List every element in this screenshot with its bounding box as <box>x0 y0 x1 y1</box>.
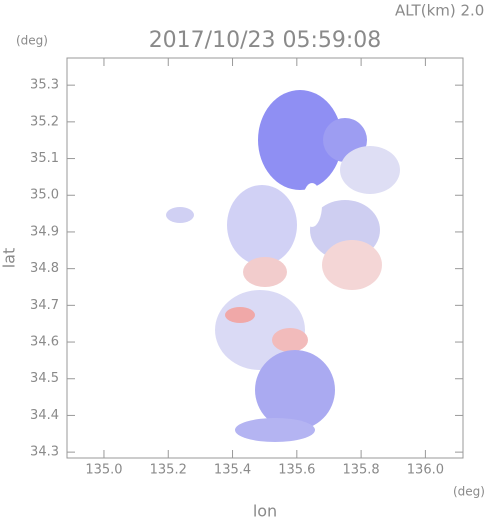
y-tick-label: 34.9 <box>30 224 59 239</box>
radar-echo <box>166 90 400 442</box>
x-tick-label: 135.6 <box>278 463 315 478</box>
echo <box>340 146 400 194</box>
y-tick-label: 34.4 <box>30 408 59 423</box>
y-tick-label: 34.7 <box>30 298 59 313</box>
x-axis-label: lon <box>253 502 277 521</box>
x-tick-label: 136.0 <box>407 463 444 478</box>
x-unit: (deg) <box>453 485 485 499</box>
echo <box>166 207 194 223</box>
echo <box>225 307 255 323</box>
echo <box>258 90 342 190</box>
echo-gap <box>302 183 322 227</box>
y-axis-label: lat <box>0 248 19 269</box>
altitude-label: ALT(km) 2.0 <box>395 2 484 20</box>
y-tick-label: 35.1 <box>30 151 59 166</box>
x-tick-label: 135.8 <box>342 463 379 478</box>
echo <box>322 240 382 290</box>
x-tick-label: 135.0 <box>85 463 122 478</box>
echo <box>255 350 335 430</box>
y-tick-label: 35.3 <box>30 78 59 93</box>
y-tick-label: 34.5 <box>30 371 59 386</box>
x-tick-label: 135.4 <box>214 463 251 478</box>
echo <box>272 328 308 352</box>
y-unit: (deg) <box>16 34 48 48</box>
chart-title: 2017/10/23 05:59:08 <box>149 28 382 53</box>
x-tick-label: 135.2 <box>150 463 187 478</box>
y-tick-label: 34.3 <box>30 445 59 460</box>
echo <box>243 257 287 287</box>
y-tick-label: 35.2 <box>30 114 59 129</box>
echo <box>235 418 315 442</box>
plot-frame <box>66 57 464 459</box>
y-tick-label: 35.0 <box>30 188 59 203</box>
echo <box>227 185 297 265</box>
y-tick-label: 34.8 <box>30 261 59 276</box>
y-tick-label: 34.6 <box>30 335 59 350</box>
